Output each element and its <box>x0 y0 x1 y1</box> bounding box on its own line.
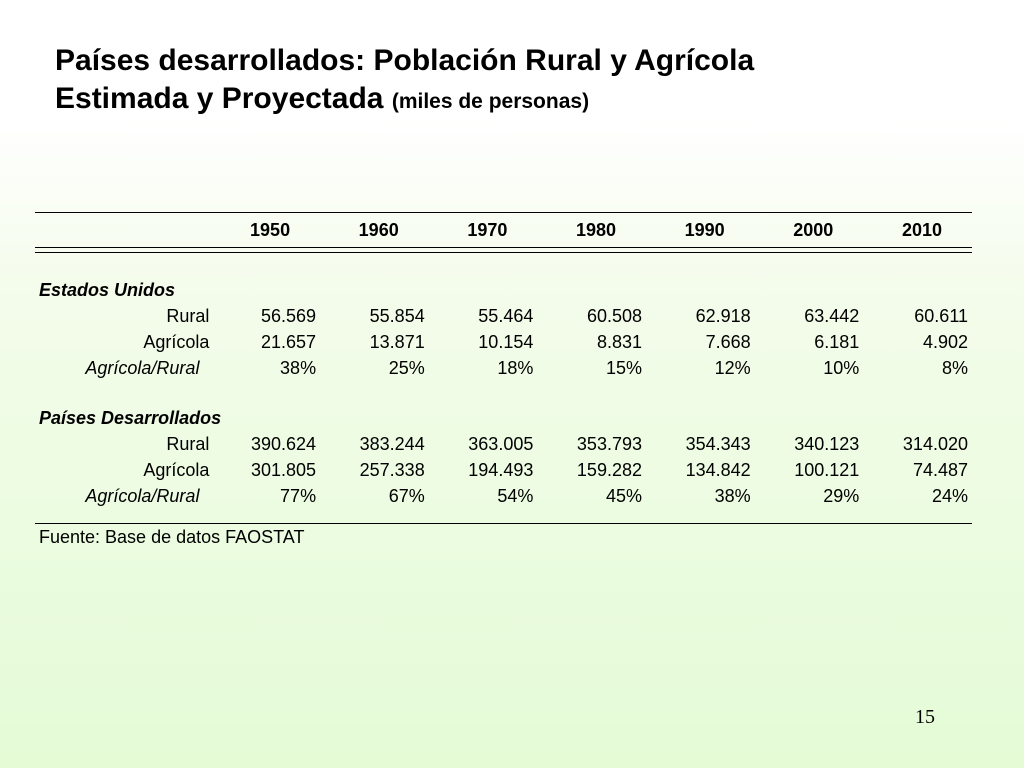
data-cell: 194.493 <box>468 460 534 480</box>
header-blank <box>35 213 211 248</box>
data-cell: 25% <box>388 358 425 378</box>
row-label: Agrícola <box>143 332 210 352</box>
data-cell: 100.121 <box>794 460 860 480</box>
data-cell: 4.902 <box>922 332 968 352</box>
year-header: 1970 <box>467 220 508 240</box>
group-name: Países Desarrollados <box>39 408 222 428</box>
table-row: Rural 56.569 55.854 55.464 60.508 62.918 63.44… <box>35 303 972 329</box>
data-cell: 10.154 <box>478 332 534 352</box>
data-cell: 340.123 <box>794 434 860 454</box>
slide-title: Países desarrollados: Población Rural y … <box>55 42 754 121</box>
data-cell: 13.871 <box>369 332 425 352</box>
data-cell: 24% <box>931 486 968 506</box>
data-cell: 77% <box>280 486 317 506</box>
year-header: 1980 <box>575 220 616 240</box>
data-cell: 54% <box>497 486 534 506</box>
data-cell: 38% <box>280 358 317 378</box>
group-header-row: Estados Unidos <box>35 277 972 303</box>
data-cell: 55.854 <box>369 306 425 326</box>
title-line-1: Países desarrollados: Población Rural y … <box>55 44 755 77</box>
data-cell: 55.464 <box>478 306 534 326</box>
title-line-2: Estimada y Proyectada <box>55 82 392 115</box>
data-cell: 159.282 <box>576 460 642 480</box>
population-table: 1950 1960 1970 1980 1990 2000 2010 Estad… <box>35 212 972 524</box>
table-row: Rural 390.624 383.244 363.005 353.793 354.343… <box>35 431 972 457</box>
data-cell: 67% <box>388 486 425 506</box>
data-cell: 38% <box>714 486 751 506</box>
year-header: 2000 <box>793 220 834 240</box>
data-cell: 8% <box>941 358 968 378</box>
data-cell: 56.569 <box>261 306 317 326</box>
data-cell: 8.831 <box>596 332 642 352</box>
page-number: 15 <box>915 706 935 728</box>
data-cell: 62.918 <box>695 306 751 326</box>
row-label: Agrícola/Rural <box>85 486 200 506</box>
data-cell: 354.343 <box>685 434 751 454</box>
data-cell: 6.181 <box>814 332 860 352</box>
data-cell: 10% <box>823 358 860 378</box>
year-header: 2010 <box>901 220 942 240</box>
data-cell: 60.611 <box>914 306 968 326</box>
year-header: 1990 <box>684 220 725 240</box>
data-cell: 257.338 <box>359 460 425 480</box>
table-row: Agrícola 21.657 13.871 10.154 8.831 7.668 6.18… <box>35 329 972 355</box>
data-cell: 29% <box>823 486 860 506</box>
data-cell: 314.020 <box>902 434 968 454</box>
data-cell: 63.442 <box>804 306 860 326</box>
title-unit: (miles de personas) <box>391 90 590 113</box>
year-header: 1960 <box>358 220 399 240</box>
data-cell: 18% <box>497 358 534 378</box>
row-label: Rural <box>166 434 210 454</box>
population-table-container: 1950 1960 1970 1980 1990 2000 2010 Estad… <box>35 212 972 550</box>
table-body: Estados Unidos Rural 56.569 55.854 55.464 60.… <box>35 253 972 524</box>
row-label: Agrícola/Rural <box>85 358 200 378</box>
table-row: Agrícola/Rural 38% 25% 18% 15% 12% 10% 8% <box>35 355 972 381</box>
data-cell: 363.005 <box>468 434 534 454</box>
data-cell: 74.487 <box>912 460 968 480</box>
data-cell: 134.842 <box>685 460 751 480</box>
row-label: Agrícola <box>143 460 210 480</box>
group-name: Estados Unidos <box>39 280 176 300</box>
data-cell: 21.657 <box>261 332 317 352</box>
table-row: Agrícola/Rural 77% 67% 54% 45% 38% 29% 24% <box>35 483 972 509</box>
year-header-row: 1950 1960 1970 1980 1990 2000 2010 <box>35 213 972 248</box>
data-cell: 353.793 <box>576 434 642 454</box>
data-cell: 301.805 <box>251 460 317 480</box>
data-cell: 390.624 <box>251 434 317 454</box>
group-header-row: Países Desarrollados <box>35 405 972 431</box>
data-cell: 15% <box>605 358 642 378</box>
data-cell: 12% <box>714 358 751 378</box>
data-cell: 60.508 <box>586 306 642 326</box>
data-cell: 7.668 <box>705 332 751 352</box>
year-header: 1950 <box>250 220 291 240</box>
data-cell: 383.244 <box>359 434 425 454</box>
table-row: Agrícola 301.805 257.338 194.493 159.282 134.… <box>35 457 972 483</box>
source-note: Fuente: Base de datos FAOSTAT <box>39 527 305 547</box>
row-label: Rural <box>166 306 210 326</box>
data-cell: 45% <box>605 486 642 506</box>
